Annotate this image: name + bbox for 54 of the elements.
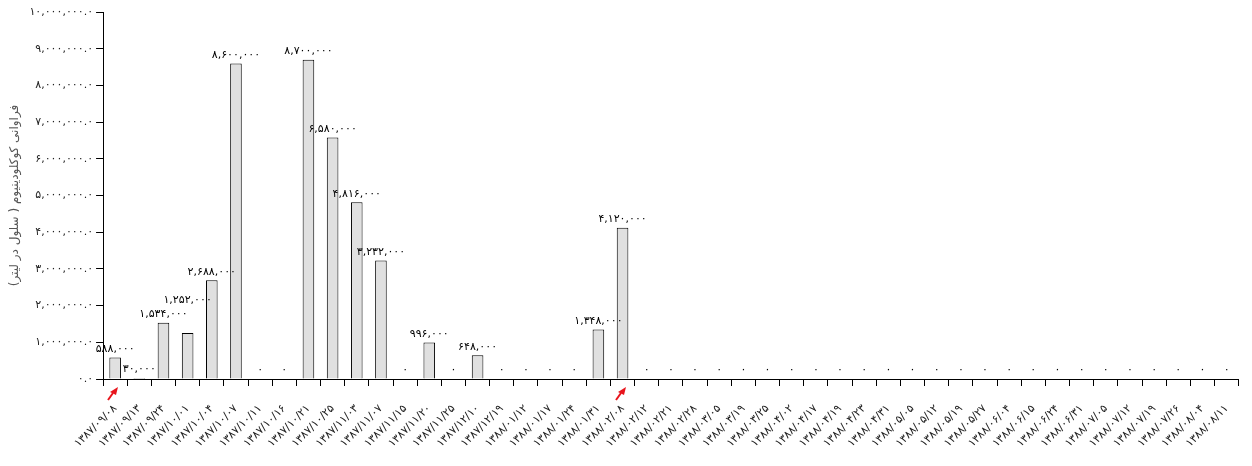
data-label: ۰ bbox=[788, 363, 795, 377]
y-tick-label: ۹,۰۰۰,۰۰۰.۰ bbox=[35, 41, 94, 55]
data-label: ۴,۱۲۰,۰۰۰ bbox=[598, 212, 647, 226]
y-tick-label: ۱۰,۰۰۰,۰۰۰.۰ bbox=[29, 4, 94, 18]
data-label: ۴,۸۱۶,۰۰۰ bbox=[332, 186, 381, 200]
data-label: ۰ bbox=[1127, 363, 1133, 377]
data-label: ۰ bbox=[402, 363, 409, 377]
data-label: ۳,۲۳۲,۰۰۰ bbox=[356, 244, 406, 258]
data-label: ۹۹۶,۰۰۰ bbox=[409, 326, 449, 340]
y-tick-label: ۰.۰ bbox=[77, 371, 94, 385]
data-label: ۰ bbox=[547, 363, 554, 377]
data-label: ۰ bbox=[909, 363, 916, 377]
data-label: ۰ bbox=[1175, 363, 1182, 377]
data-label: ۰ bbox=[667, 363, 674, 377]
data-label: ۰ bbox=[281, 363, 288, 377]
y-tick-label: ۷,۰۰۰,۰۰۰.۰ bbox=[35, 114, 94, 128]
data-label: ۶۴۸,۰۰۰ bbox=[458, 339, 498, 353]
data-label: ۸,۶۰۰,۰۰۰ bbox=[211, 47, 261, 61]
data-label: ۰ bbox=[1006, 363, 1013, 377]
data-label: ۰ bbox=[1223, 363, 1230, 377]
data-label: ۰ bbox=[764, 363, 771, 377]
y-tick-label: ۳,۰۰۰,۰۰۰.۰ bbox=[35, 261, 94, 275]
data-label: ۰ bbox=[933, 363, 940, 377]
y-axis-title: فراوانی کوکلودینیوم ( سلول در لیتر) bbox=[7, 104, 23, 287]
data-label: ۱,۵۳۴,۰۰۰ bbox=[139, 307, 188, 321]
data-label: ۳۰,۰۰۰ bbox=[122, 362, 156, 376]
data-label: ۰ bbox=[692, 363, 699, 377]
data-label: ۰ bbox=[257, 363, 264, 377]
y-tick-label: ۸,۰۰۰,۰۰۰.۰ bbox=[35, 78, 94, 92]
data-label: ۰ bbox=[812, 363, 819, 377]
data-label: ۸,۷۰۰,۰۰۰ bbox=[284, 44, 333, 58]
data-label: ۰ bbox=[837, 363, 843, 377]
data-label: ۰ bbox=[861, 363, 868, 377]
data-label: ۰ bbox=[716, 363, 723, 377]
data-label: ۰ bbox=[1151, 363, 1158, 377]
data-label: ۰ bbox=[1199, 363, 1206, 377]
data-label: ۰ bbox=[1030, 363, 1037, 377]
data-label: ۰ bbox=[643, 363, 650, 377]
data-label: ۰ bbox=[1054, 363, 1061, 377]
data-label: ۰ bbox=[571, 363, 578, 377]
y-tick-label: ۶,۰۰۰,۰۰۰.۰ bbox=[35, 151, 94, 165]
y-tick-label: ۴,۰۰۰,۰۰۰.۰ bbox=[35, 225, 94, 239]
data-label: ۰ bbox=[885, 363, 892, 377]
y-tick-label: ۲,۰۰۰,۰۰۰.۰ bbox=[35, 298, 94, 312]
data-label: ۰ bbox=[1078, 363, 1085, 377]
data-label: ۰ bbox=[740, 363, 747, 377]
y-tick-label: ۱,۰۰۰,۰۰۰.۰ bbox=[35, 335, 94, 349]
data-label: ۰ bbox=[450, 363, 457, 377]
data-label: ۰ bbox=[1102, 363, 1109, 377]
data-label: ۰ bbox=[957, 363, 964, 377]
data-label: ۰ bbox=[498, 363, 505, 377]
y-tick-label: ۵,۰۰۰,۰۰۰.۰ bbox=[35, 188, 94, 202]
data-label: ۰ bbox=[522, 363, 529, 377]
data-label: ۰ bbox=[982, 363, 988, 377]
